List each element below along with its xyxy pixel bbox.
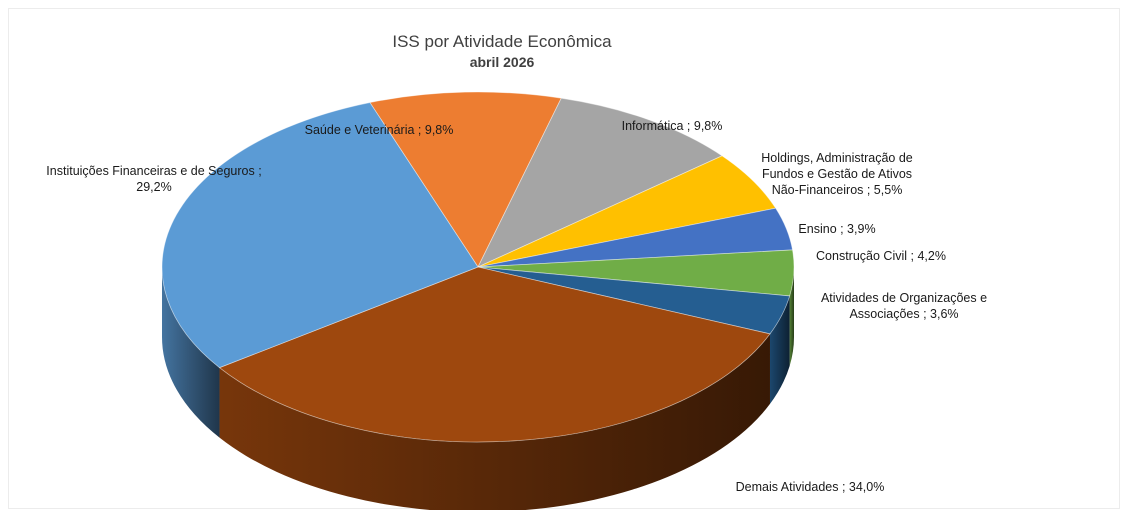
- pie-chart: ISS por Atividade Econômica abril 2026 S…: [46, 32, 987, 510]
- data-label: Holdings, Administração de Fundos e Gestã…: [761, 151, 913, 197]
- pie-slice-side: [162, 267, 220, 438]
- data-label: Atividades de Organizações e Associações …: [821, 291, 987, 321]
- chart-area: ISS por Atividade Econômica abril 2026 S…: [8, 8, 1120, 510]
- data-label: Saúde e Veterinária ; 9,8%: [305, 123, 454, 137]
- pie-slice-side: [789, 267, 795, 366]
- data-label: Construção Civil ; 4,2%: [816, 249, 946, 263]
- pie-slice: [477, 97, 723, 268]
- pie-slice: [218, 266, 771, 443]
- pie-slice: [369, 91, 562, 268]
- data-label: Informática ; 9,8%: [622, 119, 723, 133]
- pie-slice-side: [219, 333, 770, 510]
- data-label: Ensino ; 3,9%: [798, 222, 875, 236]
- pie-slice-side: [769, 295, 790, 404]
- chart-title: ISS por Atividade Econômica: [392, 32, 612, 51]
- pie-slice: [161, 102, 479, 369]
- data-label: Demais Atividades ; 34,0%: [736, 480, 885, 494]
- chart-subtitle: abril 2026: [470, 54, 535, 70]
- data-label: Instituições Financeiras e de Seguros ; 2…: [46, 164, 261, 194]
